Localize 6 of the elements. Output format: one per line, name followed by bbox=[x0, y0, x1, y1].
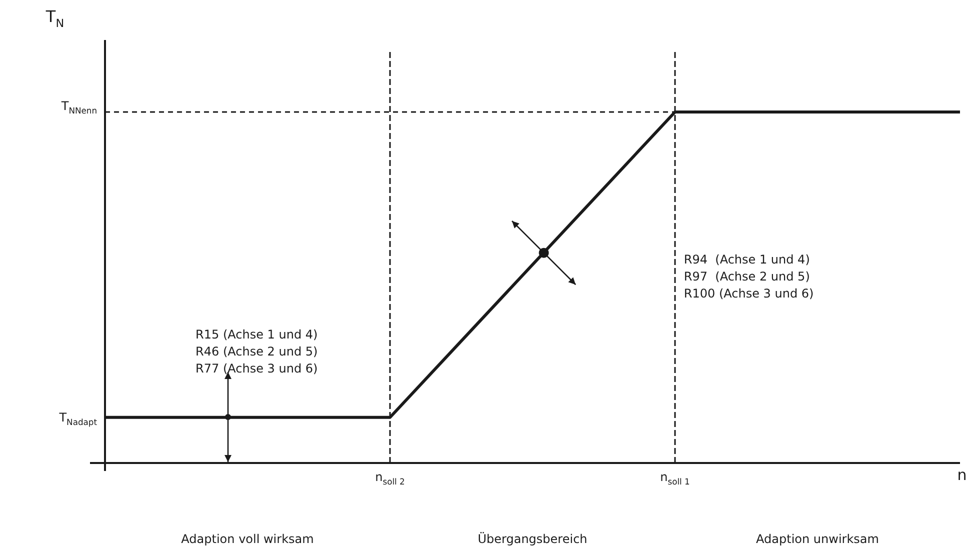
text: Adaption voll wirksam bbox=[181, 532, 314, 546]
annotation: R15 (Achse 1 und 4) R46 (Achse 2 und 5) R77 (Achse 3 und 6) bbox=[196, 327, 318, 376]
x-axis-title: n bbox=[957, 466, 967, 484]
text: Übergangsbereich bbox=[478, 532, 588, 546]
annotation: R94 (Achse 1 und 4) R97 (Achse 2 und 5) R100 (Achse 3 und 6) bbox=[684, 252, 814, 300]
text: Adaption unwirksam bbox=[756, 532, 879, 546]
